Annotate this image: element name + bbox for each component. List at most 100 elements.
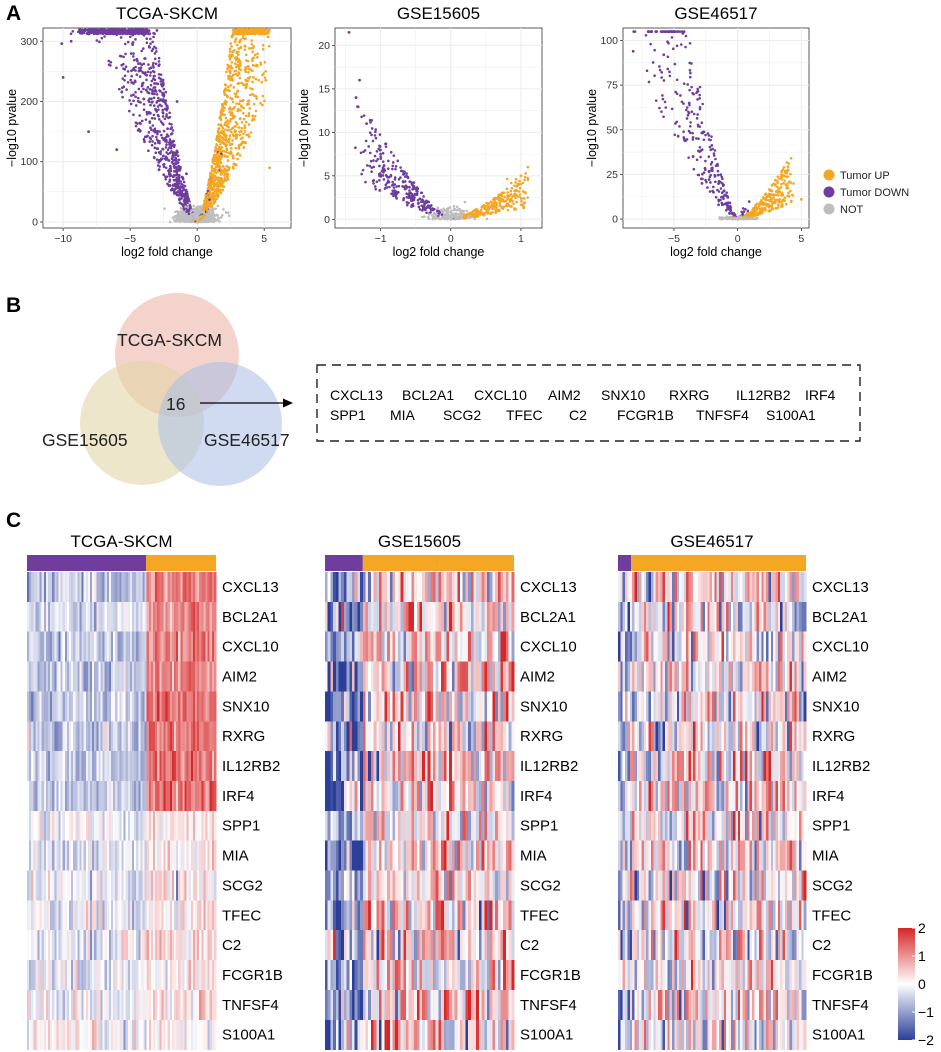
scatter-point xyxy=(132,58,136,62)
scatter-point xyxy=(208,198,211,201)
scatter-point xyxy=(685,117,689,120)
scatter-point xyxy=(210,213,214,217)
scatter-point xyxy=(176,212,180,215)
y-axis-label: −log10 pvalue xyxy=(585,89,599,167)
scatter-point xyxy=(169,132,173,136)
scatter-point xyxy=(129,52,133,55)
scatter-point xyxy=(661,97,665,101)
scatter-point xyxy=(185,200,188,203)
scatter-point xyxy=(215,143,218,146)
scatter-point xyxy=(244,86,248,90)
scatter-point xyxy=(100,28,104,32)
scatter-point xyxy=(174,162,178,166)
scatter-point xyxy=(770,184,774,187)
heatmap-cell xyxy=(123,572,126,603)
scatter-point xyxy=(148,121,152,124)
scatter-point xyxy=(259,101,262,105)
scatter-point xyxy=(152,35,155,39)
heatmap-cell xyxy=(188,572,192,603)
scatter-point xyxy=(247,133,250,136)
heatmap-cell xyxy=(62,572,66,603)
scatter-point xyxy=(188,204,192,207)
scatter-point xyxy=(186,196,190,199)
scatter-point xyxy=(512,202,515,206)
y-tick-label: 100 xyxy=(600,35,618,47)
scatter-point xyxy=(247,123,251,126)
scatter-point xyxy=(155,135,158,139)
scatter-point xyxy=(181,212,184,216)
scatter-point xyxy=(392,194,395,198)
heatmap-cell xyxy=(197,572,200,603)
heatmap-cell xyxy=(79,572,82,603)
scatter-point xyxy=(124,52,127,56)
volcano-title: TCGA-SKCM xyxy=(116,4,218,23)
scatter-point xyxy=(522,201,525,205)
scatter-point xyxy=(229,71,232,75)
scatter-point xyxy=(729,215,733,219)
scatter-point xyxy=(708,175,712,179)
scatter-point xyxy=(148,67,151,70)
scatter-point xyxy=(107,59,111,63)
scatter-point xyxy=(714,195,718,199)
scatter-point xyxy=(758,204,761,208)
scatter-point xyxy=(161,78,165,82)
scatter-point xyxy=(216,194,220,197)
scatter-point xyxy=(696,125,700,128)
x-tick-label: 0 xyxy=(735,233,741,245)
scatter-point xyxy=(658,65,661,68)
scatter-point xyxy=(119,36,123,39)
scatter-point xyxy=(142,137,146,141)
scatter-point xyxy=(232,156,235,160)
scatter-point xyxy=(394,165,398,168)
scatter-point xyxy=(145,37,149,40)
scatter-point xyxy=(141,71,145,75)
scatter-point xyxy=(209,173,212,177)
scatter-point xyxy=(193,212,196,215)
scatter-point xyxy=(143,72,147,76)
scatter-point xyxy=(242,111,245,115)
x-axis-label: log2 fold change xyxy=(670,245,762,259)
scatter-point xyxy=(225,169,229,173)
scatter-point xyxy=(515,200,518,204)
scatter-point xyxy=(372,182,375,185)
scatter-point xyxy=(142,30,146,34)
scatter-point xyxy=(523,175,527,179)
scatter-point xyxy=(214,154,218,157)
scatter-point xyxy=(208,219,212,223)
heatmap-title: TCGA-SKCM xyxy=(71,532,173,551)
scatter-point xyxy=(784,202,788,206)
scatter-point xyxy=(381,151,385,155)
scatter-point xyxy=(364,180,367,184)
scatter-point xyxy=(264,78,268,82)
scatter-point xyxy=(180,192,184,195)
scatter-point xyxy=(429,204,432,207)
scatter-point xyxy=(213,189,217,193)
scatter-point xyxy=(688,69,692,72)
gene-name: AIM2 xyxy=(548,387,581,403)
scatter-point xyxy=(394,167,397,171)
scatter-point xyxy=(186,193,189,196)
scatter-point xyxy=(148,74,152,77)
scatter-point xyxy=(427,205,430,209)
scatter-point xyxy=(393,183,397,186)
scatter-point xyxy=(241,36,245,40)
scatter-point xyxy=(789,172,792,176)
scatter-point xyxy=(159,83,163,86)
scatter-point xyxy=(234,124,237,128)
scatter-point xyxy=(145,135,148,139)
scatter-point xyxy=(149,126,152,130)
scatter-point xyxy=(422,195,425,198)
scatter-point xyxy=(716,173,720,177)
scatter-point xyxy=(247,77,251,80)
scatter-point xyxy=(510,205,513,208)
scatter-point xyxy=(165,140,168,144)
scatter-point xyxy=(264,70,268,73)
scatter-point xyxy=(123,74,127,78)
scatter-point xyxy=(741,207,745,210)
scatter-point xyxy=(378,144,381,148)
scatter-point xyxy=(157,72,161,76)
scatter-point xyxy=(231,54,235,57)
scatter-point xyxy=(223,113,227,117)
scatter-point xyxy=(698,145,702,149)
scatter-point xyxy=(159,80,163,83)
